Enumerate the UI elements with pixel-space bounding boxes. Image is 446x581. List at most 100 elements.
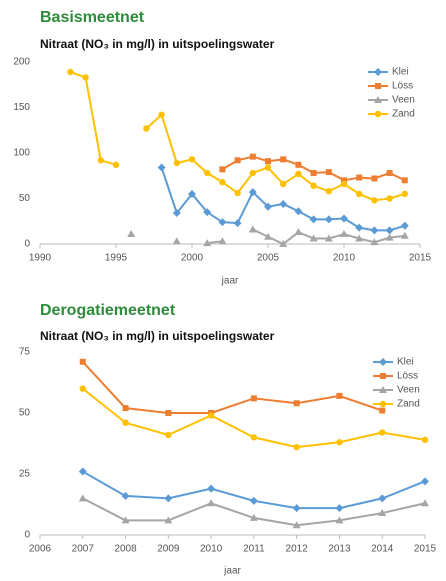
marker bbox=[293, 443, 300, 451]
marker bbox=[341, 177, 347, 184]
marker bbox=[264, 232, 272, 240]
marker bbox=[219, 166, 226, 173]
marker bbox=[400, 221, 409, 230]
y-tick-label: 100 bbox=[13, 148, 30, 159]
marker bbox=[280, 156, 287, 163]
marker bbox=[385, 233, 394, 241]
marker bbox=[165, 431, 172, 439]
marker bbox=[234, 189, 241, 197]
marker bbox=[340, 229, 348, 237]
marker bbox=[421, 499, 429, 507]
marker bbox=[379, 386, 387, 393]
x-tick-label: 2010 bbox=[333, 253, 356, 264]
marker bbox=[165, 410, 172, 416]
marker bbox=[374, 68, 382, 76]
marker bbox=[375, 83, 381, 89]
marker bbox=[173, 159, 180, 167]
marker bbox=[164, 516, 173, 524]
x-tick-label: 2012 bbox=[286, 544, 309, 555]
x-tick-label: 2005 bbox=[257, 253, 280, 264]
marker bbox=[340, 180, 348, 188]
marker bbox=[336, 439, 343, 446]
marker bbox=[250, 395, 257, 402]
marker bbox=[371, 175, 378, 182]
marker bbox=[207, 412, 215, 419]
x-axis-label: jaar bbox=[223, 566, 241, 577]
chart-title: Derogatiemeetnet bbox=[40, 302, 176, 319]
marker bbox=[294, 207, 303, 216]
marker bbox=[121, 491, 130, 500]
marker bbox=[379, 429, 386, 436]
marker bbox=[335, 504, 344, 513]
marker bbox=[112, 161, 120, 169]
marker bbox=[250, 434, 258, 441]
x-tick-label: 2015 bbox=[414, 544, 437, 555]
marker bbox=[164, 494, 173, 503]
legend-label: Klei bbox=[392, 67, 409, 78]
marker bbox=[421, 436, 429, 444]
marker bbox=[78, 467, 87, 476]
marker bbox=[340, 214, 348, 223]
legend-label: Zand bbox=[397, 399, 420, 410]
marker bbox=[310, 170, 317, 177]
marker bbox=[219, 178, 226, 186]
legend-label: Zand bbox=[392, 109, 415, 120]
marker bbox=[143, 125, 150, 132]
marker bbox=[324, 234, 333, 242]
marker bbox=[401, 177, 408, 184]
marker bbox=[379, 358, 387, 366]
x-tick-label: 2009 bbox=[157, 544, 180, 555]
marker bbox=[157, 163, 166, 172]
marker bbox=[379, 407, 386, 414]
legend-label: Veen bbox=[397, 385, 420, 396]
marker bbox=[248, 225, 257, 233]
legend-label: Klei bbox=[397, 357, 414, 368]
marker bbox=[122, 419, 129, 426]
marker bbox=[294, 228, 303, 236]
marker bbox=[249, 496, 258, 505]
x-tick-label: 2007 bbox=[72, 544, 95, 555]
legend-label: Veen bbox=[392, 95, 415, 106]
marker bbox=[370, 226, 379, 235]
marker bbox=[401, 190, 408, 198]
marker bbox=[292, 521, 301, 529]
marker bbox=[355, 223, 364, 232]
x-tick-label: 1990 bbox=[29, 253, 52, 264]
marker bbox=[356, 190, 363, 198]
x-tick-label: 2008 bbox=[114, 544, 137, 555]
y-tick-label: 0 bbox=[24, 530, 30, 541]
marker bbox=[292, 504, 301, 513]
x-tick-label: 2000 bbox=[181, 253, 204, 264]
marker bbox=[400, 231, 409, 239]
marker bbox=[309, 234, 318, 242]
marker bbox=[78, 494, 87, 502]
marker bbox=[325, 169, 332, 176]
marker bbox=[249, 169, 256, 177]
marker bbox=[378, 494, 387, 503]
marker bbox=[309, 215, 318, 224]
x-axis-label: jaar bbox=[221, 276, 239, 287]
y-tick-label: 25 bbox=[19, 469, 31, 480]
marker bbox=[386, 195, 393, 202]
x-tick-label: 1995 bbox=[105, 253, 128, 264]
marker bbox=[324, 215, 333, 224]
marker bbox=[79, 385, 86, 392]
marker bbox=[264, 164, 272, 171]
marker bbox=[386, 170, 393, 177]
x-tick-label: 2010 bbox=[200, 544, 223, 555]
x-tick-label: 2006 bbox=[29, 544, 52, 555]
marker bbox=[218, 237, 227, 245]
marker bbox=[335, 516, 344, 524]
marker bbox=[207, 499, 216, 507]
marker bbox=[218, 218, 227, 227]
marker bbox=[122, 405, 129, 412]
marker bbox=[265, 158, 271, 165]
series-line bbox=[160, 167, 406, 232]
marker bbox=[172, 237, 181, 245]
marker bbox=[203, 208, 212, 217]
marker bbox=[121, 516, 130, 524]
marker bbox=[158, 111, 165, 118]
y-tick-label: 50 bbox=[19, 193, 31, 204]
x-tick-label: 2013 bbox=[328, 544, 351, 555]
marker bbox=[234, 157, 241, 164]
